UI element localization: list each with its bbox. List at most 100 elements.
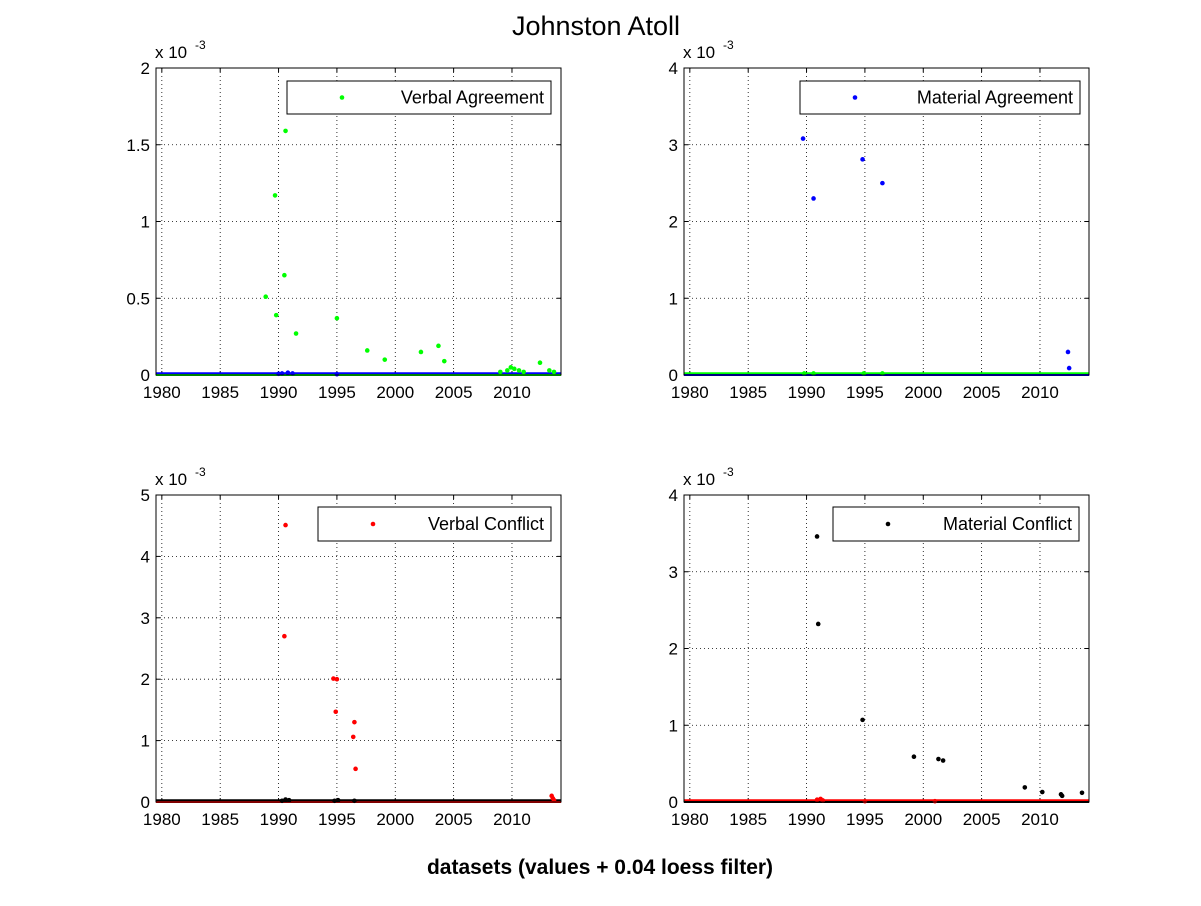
axes-frame xyxy=(155,67,562,376)
y-tick-label: 1.5 xyxy=(126,136,150,155)
data-point xyxy=(498,369,503,375)
legend-entry: Material Agreement xyxy=(917,88,1073,108)
legend: Material Conflict xyxy=(832,506,1080,542)
y-multiplier-label: x 10 xyxy=(155,43,187,62)
plot-area xyxy=(684,495,1089,802)
data-point xyxy=(911,754,917,760)
subplot-verbal-agreement: 1980 1985 1990 1995 2000 2005 2010 0 0.5 1 1.5 2 x 1… xyxy=(126,38,562,402)
data-point xyxy=(436,343,441,349)
figure-xlabel: datasets (values + 0.04 loess filter) xyxy=(427,856,773,879)
data-point xyxy=(800,136,806,141)
data-point xyxy=(1059,793,1065,799)
x-tick-label: 2005 xyxy=(963,383,1001,402)
data-point xyxy=(547,368,552,373)
data-point xyxy=(512,366,517,372)
data-point xyxy=(814,797,820,802)
y-tick-label: 2 xyxy=(669,640,678,659)
x-tick-label: 2005 xyxy=(435,383,473,402)
data-point xyxy=(441,358,447,364)
y-tick-label: 4 xyxy=(669,486,678,505)
data-point xyxy=(811,196,816,201)
data-point xyxy=(285,370,291,375)
y-multiplier-exponent: -3 xyxy=(195,38,206,52)
y-multiplier-exponent: -3 xyxy=(723,465,734,479)
data-point xyxy=(286,797,292,803)
y-multiplier-label: x 10 xyxy=(683,470,715,489)
data-point xyxy=(333,709,339,715)
data-point xyxy=(350,734,356,740)
legend-box xyxy=(832,506,1080,542)
plot-area xyxy=(156,68,561,375)
axes-frame xyxy=(155,494,562,803)
data-point xyxy=(862,798,868,804)
x-tick-label: 1985 xyxy=(201,383,239,402)
x-tick-label: 1980 xyxy=(671,383,709,402)
x-tick-label: 1980 xyxy=(143,383,181,402)
legend: Verbal Conflict xyxy=(317,506,552,542)
y-tick-label: 1 xyxy=(141,732,150,751)
axes-frame xyxy=(683,494,1090,803)
plot-area xyxy=(156,495,561,802)
y-tick-label: 0 xyxy=(669,793,678,812)
legend-box xyxy=(317,506,552,542)
data-point xyxy=(335,797,341,803)
page-title: Johnston Atoll xyxy=(512,11,680,41)
subplot-material-conflict: 1980 1985 1990 1995 2000 2005 2010 0 1 2 3 4 x 10 -3 M… xyxy=(669,465,1090,829)
data-point xyxy=(1022,785,1028,790)
data-point xyxy=(940,758,946,763)
data-point xyxy=(551,797,557,803)
data-point xyxy=(283,797,288,802)
legend-box xyxy=(799,80,1081,115)
data-point xyxy=(1079,790,1085,796)
y-tick-label: 3 xyxy=(669,136,678,155)
data-point xyxy=(263,294,269,300)
x-tick-label: 1995 xyxy=(846,810,884,829)
data-point xyxy=(860,717,865,723)
x-tick-label: 2010 xyxy=(1021,810,1059,829)
data-point xyxy=(364,348,370,353)
y-tick-label: 2 xyxy=(141,59,150,78)
legend-box xyxy=(286,80,552,115)
data-point xyxy=(814,534,820,539)
data-point xyxy=(334,371,340,377)
data-point xyxy=(418,349,424,355)
data-point xyxy=(516,368,522,373)
x-tick-label: 1980 xyxy=(671,810,709,829)
y-tick-label: 0.5 xyxy=(126,289,150,308)
data-point xyxy=(382,357,388,362)
legend-marker xyxy=(852,95,858,100)
x-tick-label: 2010 xyxy=(1021,383,1059,402)
data-point xyxy=(283,128,288,134)
x-tick-label: 1990 xyxy=(788,810,826,829)
data-point xyxy=(505,368,510,373)
x-tick-label: 2000 xyxy=(376,383,414,402)
y-multiplier-label: x 10 xyxy=(683,43,715,62)
series-verbal-agreement xyxy=(263,128,557,375)
x-tick-label: 2005 xyxy=(435,810,473,829)
data-point xyxy=(551,369,557,375)
y-tick-label: 0 xyxy=(669,366,678,385)
legend: Material Agreement xyxy=(799,80,1081,115)
legend-marker xyxy=(885,521,891,527)
legend: Verbal Agreement xyxy=(286,80,552,115)
x-tick-label: 1985 xyxy=(729,810,767,829)
subplot-material-agreement: 1980 1985 1990 1995 2000 2005 2010 0 1 2 3 4 x 10 -3 M… xyxy=(669,38,1090,402)
data-point xyxy=(282,633,287,639)
series-material-conflict xyxy=(814,534,1085,799)
data-point xyxy=(331,676,336,681)
y-tick-label: 5 xyxy=(141,486,150,505)
data-point xyxy=(273,312,279,318)
x-tick-label: 2000 xyxy=(376,810,414,829)
data-point xyxy=(272,193,278,198)
data-point xyxy=(353,766,358,772)
data-point xyxy=(860,157,865,162)
y-tick-label: 0 xyxy=(141,366,150,385)
y-tick-label: 2 xyxy=(669,213,678,232)
data-point xyxy=(1066,365,1072,371)
data-point xyxy=(521,369,526,375)
x-tick-label: 1990 xyxy=(260,810,298,829)
subplot-verbal-conflict: 1980 1985 1990 1995 2000 2005 2010 0 1 2 3 4 5 x 10 -3… xyxy=(141,465,562,829)
y-tick-label: 1 xyxy=(669,289,678,308)
y-tick-label: 3 xyxy=(669,563,678,582)
